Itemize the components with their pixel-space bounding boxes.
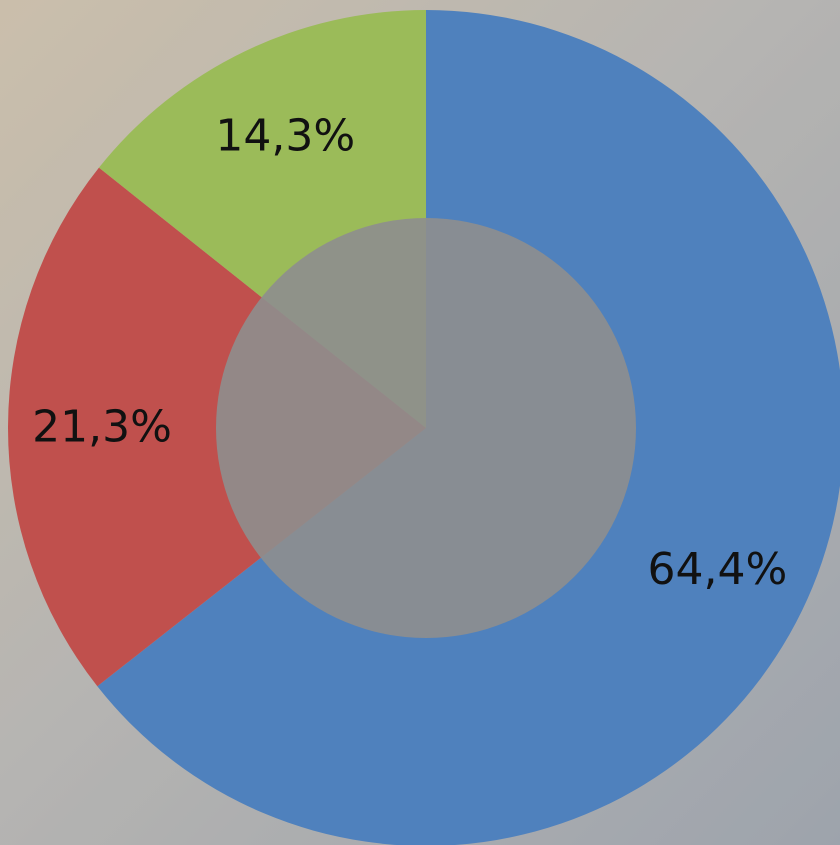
donut-labels: 64,4% 21,3% 14,3% (32, 111, 787, 595)
slice-label-0: 64,4% (648, 544, 788, 595)
slice-label-1: 21,3% (32, 401, 172, 452)
donut-hole (216, 218, 636, 638)
slice-label-2: 14,3% (215, 111, 355, 162)
